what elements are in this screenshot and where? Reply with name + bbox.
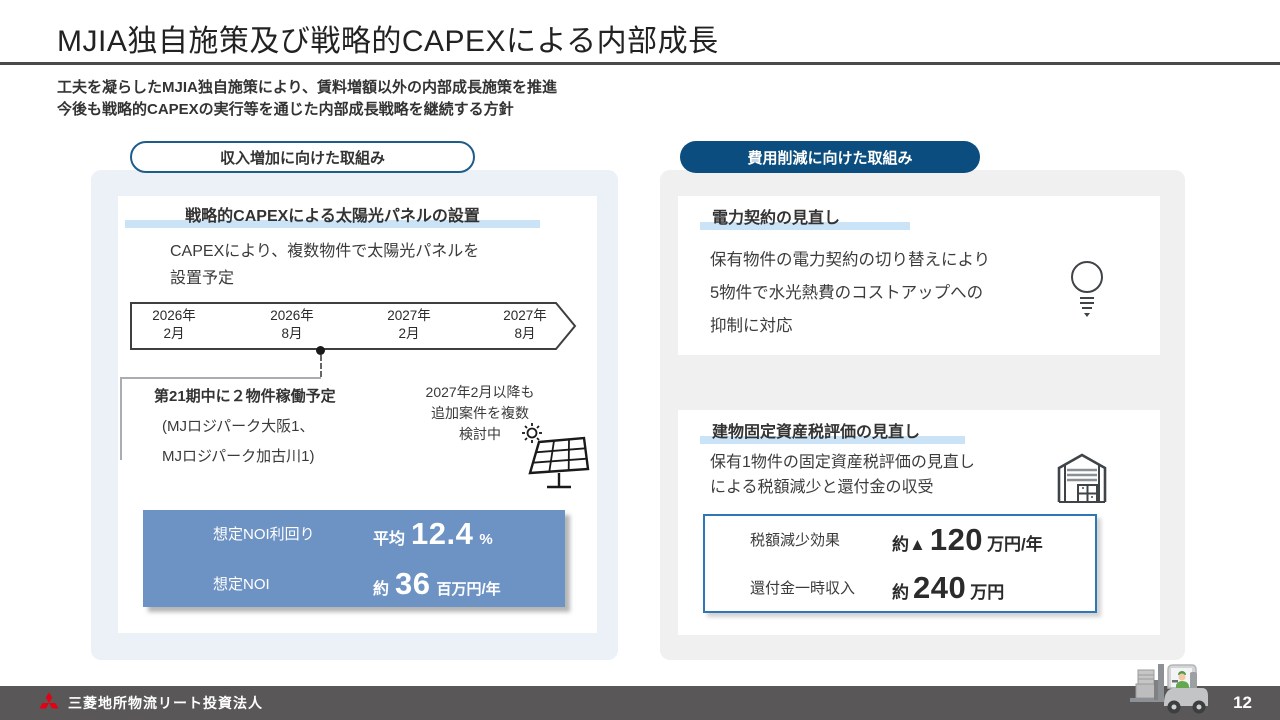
cost-reduction-badge-label: 費用削減に向けた取組み — [747, 149, 913, 167]
capex-card: 戦略的CAPEXによる太陽光パネルの設置 CAPEXにより、複数物件で太陽光パネ… — [118, 196, 597, 633]
timeline-date-2: 2026年 8月 — [242, 307, 342, 343]
page-number: 12 — [1233, 693, 1252, 712]
electricity-description-line-1: 保有物件の電力契約の切り替えにより — [710, 251, 991, 269]
subtitle-line-2: 今後も戦略的CAPEXの実行等を通じた内部成長戦略を継続する方針 — [57, 101, 514, 118]
refund-income-label: 還付金一時収入 — [750, 580, 856, 597]
timeline-marker-dot — [316, 346, 325, 355]
forklift-illustration — [1130, 664, 1208, 714]
noi-amount-unit: 百万円/年 — [436, 580, 501, 598]
tax-reduction-prefix: 約▲ — [892, 534, 926, 554]
electricity-card: 電力契約の見直し 保有物件の電力契約の切り替えにより 5物件で水光熱費のコストア… — [678, 196, 1160, 355]
page-title: MJIA独自施策及び戦略的CAPEXによる内部成長 — [57, 25, 719, 58]
refund-income-number: 240 — [913, 569, 967, 605]
noi-amount-label: 想定NOI — [213, 576, 270, 593]
property-tax-description: 保有1物件の固定資産税評価の見直し による税額減少と還付金の収受 — [710, 450, 975, 500]
electricity-description-line-3: 抑制に対応 — [710, 317, 793, 335]
timeline-date-2-year: 2026年 — [270, 308, 314, 323]
capex-description: CAPEXにより、複数物件で太陽光パネルを 設置予定 — [170, 238, 479, 292]
tax-reduction-value: 約▲ 120 万円/年 — [892, 522, 1043, 558]
timeline-date-4-month: 8月 — [514, 326, 536, 341]
timeline-date-4: 2027年 8月 — [475, 307, 575, 343]
refund-income-row: 還付金一時収入 約 240 万円 — [705, 569, 1095, 607]
property-tax-description-line-2: による税額減少と還付金の収受 — [710, 479, 934, 496]
property-tax-title-underline — [700, 436, 965, 444]
electricity-title-underline — [700, 222, 910, 230]
footer: 三菱地所物流リート投資法人 12 — [0, 686, 1280, 720]
subtitle-line-1: 工夫を凝らしたMJIA独自施策により、賃料増額以外の内部成長施策を推進 — [57, 79, 557, 96]
refund-income-value: 約 240 万円 — [892, 570, 1004, 606]
property-tax-description-line-1: 保有1物件の固定資産税評価の見直し — [710, 454, 975, 471]
property-tax-card-title: 建物固定資産税評価の見直し — [712, 424, 921, 441]
tax-reduction-number: 120 — [929, 521, 984, 557]
operation-note: 第21期中に２物件稼働予定 (MJロジパーク大阪1、 MJロジパーク加古川1) — [154, 385, 384, 466]
lightbulb-icon — [1071, 261, 1103, 317]
warehouse-icon — [1057, 453, 1107, 503]
timeline-date-4-year: 2027年 — [503, 308, 547, 323]
capex-description-line-1: CAPEXにより、複数物件で太陽光パネルを — [170, 243, 480, 260]
additional-projects-line-1: 2027年2月以降も — [425, 384, 535, 400]
noi-amount-value: 約 36 百万円/年 — [373, 566, 501, 602]
operation-note-line-2: MJロジパーク加古川1) — [162, 448, 315, 465]
noi-yield-row: 想定NOI利回り 平均 12.4 % — [143, 513, 565, 555]
timeline-date-3-month: 2月 — [398, 326, 420, 341]
capex-timeline: 2026年 2月 2026年 8月 2027年 2月 2027年 8月 — [130, 302, 577, 350]
timeline-dashed-connector — [320, 355, 322, 377]
timeline-date-2-month: 8月 — [281, 326, 303, 341]
additional-projects-note: 2027年2月以降も 追加案件を複数 検討中 — [410, 382, 550, 445]
refund-income-unit: 万円 — [970, 582, 1005, 602]
revenue-badge-label: 収入増加に向けた取組み — [219, 149, 385, 167]
revenue-badge: 収入増加に向けた取組み — [130, 141, 475, 173]
timeline-date-3-year: 2027年 — [387, 308, 431, 323]
slide-subtitle: 工夫を凝らしたMJIA独自施策により、賃料増額以外の内部成長施策を推進 今後も戦… — [57, 77, 557, 121]
timeline-date-1-month: 2月 — [163, 326, 185, 341]
cost-reduction-badge: 費用削減に向けた取組み — [680, 141, 980, 173]
tax-reduction-unit: 万円/年 — [987, 534, 1043, 554]
timeline-arrow-icon — [130, 302, 577, 350]
title-divider — [0, 62, 1280, 65]
capex-title-underline — [125, 220, 540, 228]
capex-card-title: 戦略的CAPEXによる太陽光パネルの設置 — [185, 208, 480, 225]
timeline-date-1: 2026年 2月 — [124, 307, 224, 343]
tax-effect-box: 税額減少効果 約▲ 120 万円/年 還付金一時収入 約 240 万円 — [703, 514, 1097, 613]
noi-amount-prefix: 約 — [373, 580, 390, 598]
noi-yield-value: 平均 12.4 % — [373, 516, 493, 552]
tax-reduction-label: 税額減少効果 — [750, 532, 841, 549]
refund-income-prefix: 約 — [892, 582, 909, 602]
operation-note-line-1: (MJロジパーク大阪1、 — [162, 418, 315, 435]
operation-note-title: 第21期中に２物件稼働予定 — [154, 388, 336, 405]
mitsubishi-logo-icon — [39, 692, 59, 709]
timeline-date-3: 2027年 2月 — [359, 307, 459, 343]
capex-description-line-2: 設置予定 — [170, 270, 235, 287]
additional-projects-line-3: 検討中 — [459, 426, 501, 442]
electricity-card-title: 電力契約の見直し — [712, 210, 841, 227]
noi-yield-prefix: 平均 — [373, 530, 406, 548]
noi-yield-number: 12.4 — [411, 515, 474, 551]
timeline-date-1-year: 2026年 — [152, 308, 196, 323]
company-name: 三菱地所物流リート投資法人 — [68, 695, 263, 711]
noi-amount-row: 想定NOI 約 36 百万円/年 — [143, 563, 565, 605]
noi-summary-box: 想定NOI利回り 平均 12.4 % 想定NOI 約 36 百万円/年 — [143, 510, 565, 607]
noi-amount-number: 36 — [395, 565, 431, 601]
solar-panel-icon — [522, 423, 590, 489]
tax-reduction-row: 税額減少効果 約▲ 120 万円/年 — [705, 521, 1095, 559]
electricity-description: 保有物件の電力契約の切り替えにより 5物件で水光熱費のコストアップへの 抑制に対… — [710, 244, 990, 343]
property-tax-card: 建物固定資産税評価の見直し 保有1物件の固定資産税評価の見直し による税額減少と… — [678, 410, 1160, 635]
noi-yield-unit: % — [479, 530, 493, 548]
note-bracket-line — [120, 377, 321, 460]
electricity-description-line-2: 5物件で水光熱費のコストアップへの — [710, 284, 984, 302]
additional-projects-line-2: 追加案件を複数 — [431, 405, 529, 421]
noi-yield-label: 想定NOI利回り — [213, 526, 315, 543]
